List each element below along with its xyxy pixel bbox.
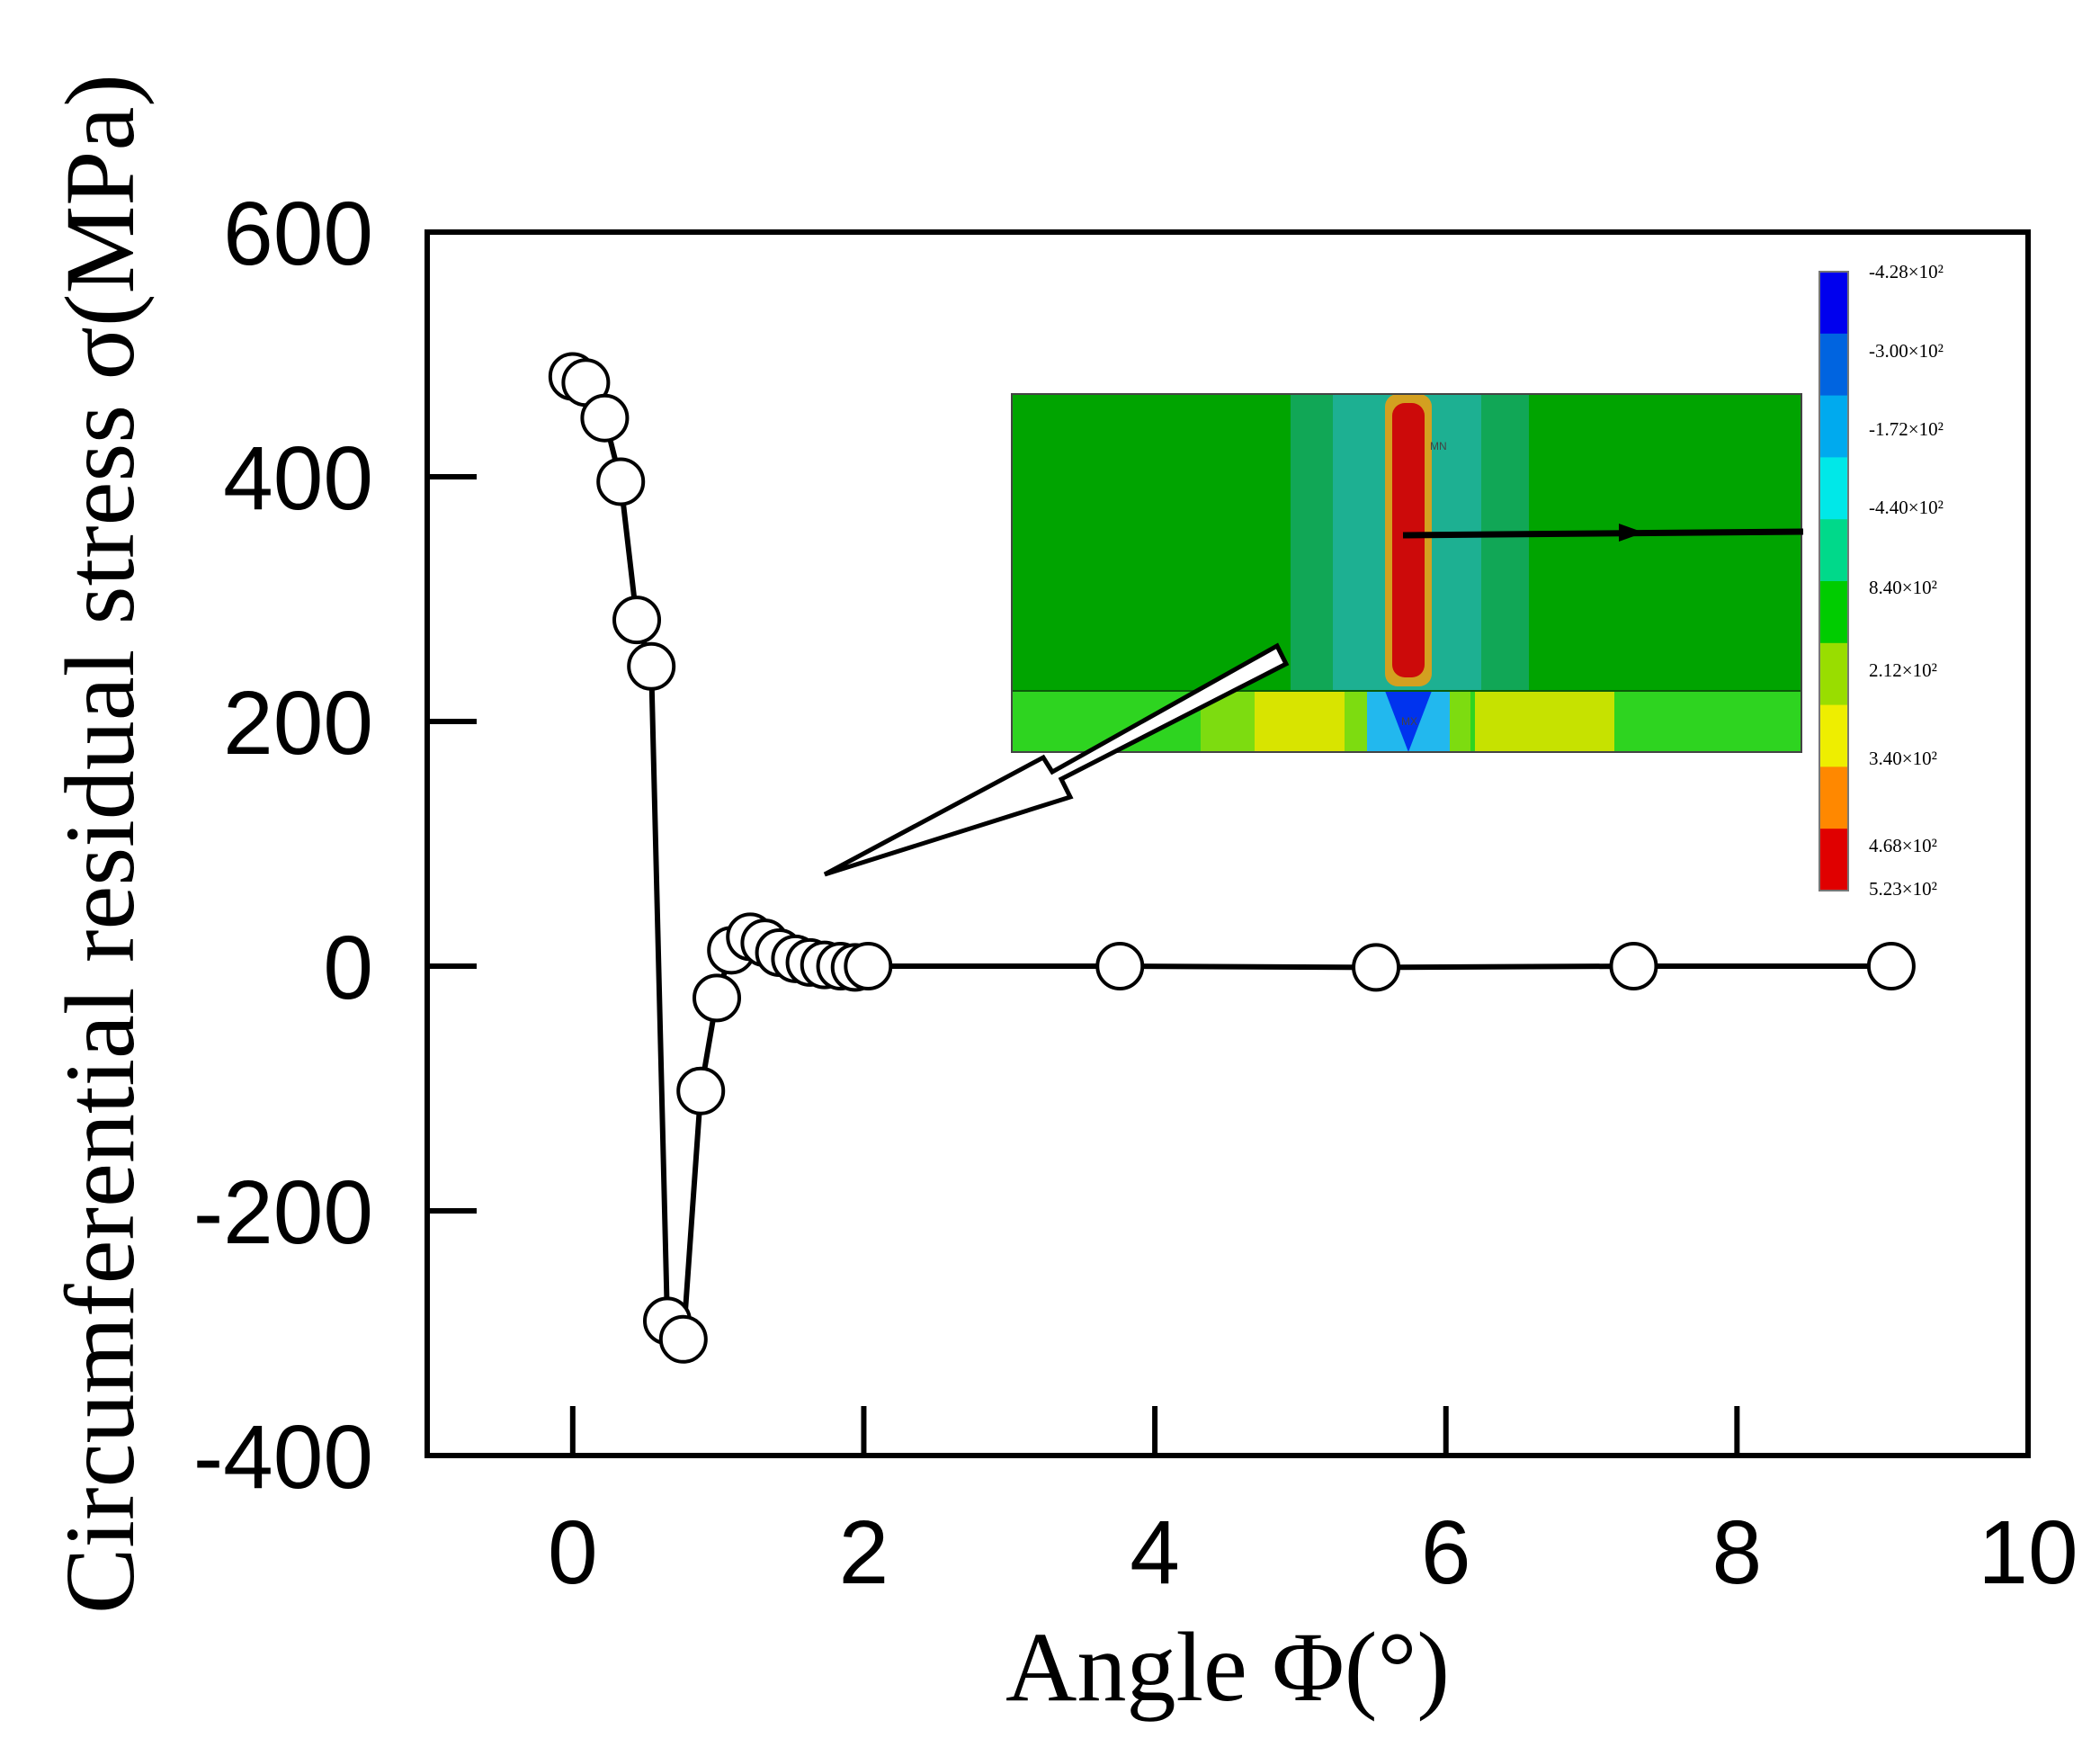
callout-arrow bbox=[823, 642, 1290, 877]
colorbar-segment bbox=[1819, 704, 1848, 767]
colorbar-label: 5.23×10² bbox=[1869, 878, 1937, 900]
data-point bbox=[658, 1314, 708, 1364]
inset-label-mx: MX bbox=[1401, 715, 1417, 728]
inset-contour-plot bbox=[1011, 393, 1804, 753]
x-tick-label: 8 bbox=[1712, 1502, 1763, 1603]
colorbar-segment bbox=[1819, 581, 1848, 644]
x-tick-label: 0 bbox=[548, 1502, 598, 1603]
x-axis-title: Angle Φ(°) bbox=[1005, 1612, 1450, 1722]
x-tick-label: 2 bbox=[839, 1502, 889, 1603]
plot-frame bbox=[424, 229, 2031, 1458]
data-markers bbox=[548, 352, 1916, 1364]
colorbar-label: -3.00×10² bbox=[1869, 340, 1944, 362]
data-point bbox=[693, 973, 742, 1023]
y-tick-label: -400 bbox=[193, 1407, 373, 1508]
colorbar-segment bbox=[1819, 766, 1848, 829]
y-axis-title: Circumferential residual stress σ(MPa) bbox=[45, 74, 155, 1614]
colorbar bbox=[1819, 271, 1849, 891]
axis-ticks bbox=[427, 229, 2031, 1458]
colorbar-label: 2.12×10² bbox=[1869, 659, 1937, 681]
data-point bbox=[596, 457, 646, 506]
data-point bbox=[1352, 943, 1401, 992]
colorbar-segment bbox=[1819, 333, 1848, 397]
colorbar-segment bbox=[1819, 395, 1848, 458]
colorbar-label: 3.40×10² bbox=[1869, 748, 1937, 769]
y-tick-label: 600 bbox=[223, 184, 373, 284]
colorbar-labels: -4.28×10² -3.00×10² -1.72×10² -4.40×10² 8.40… bbox=[1869, 261, 1944, 900]
inset-label-mn: MN bbox=[1430, 440, 1447, 452]
data-point bbox=[627, 641, 676, 691]
colorbar-segment bbox=[1819, 519, 1848, 582]
colorbar-label: -4.28×10² bbox=[1869, 261, 1944, 282]
colorbar-label: -1.72×10² bbox=[1869, 418, 1944, 440]
x-tick-label: 4 bbox=[1130, 1502, 1180, 1603]
data-point bbox=[844, 942, 893, 990]
colorbar-segment bbox=[1819, 457, 1848, 520]
data-point bbox=[612, 596, 662, 645]
data-point bbox=[1609, 942, 1658, 990]
x-tick-label: 10 bbox=[1978, 1502, 2078, 1603]
y-tick-label: 200 bbox=[223, 673, 373, 774]
x-tick-label: 6 bbox=[1421, 1502, 1471, 1603]
tick-labels: 0 2 4 6 8 10 600 400 200 0 -200 -400 bbox=[193, 184, 2078, 1603]
data-point bbox=[676, 1066, 726, 1115]
data-point bbox=[1095, 942, 1145, 990]
colorbar-segment bbox=[1819, 829, 1848, 891]
y-tick-label: 400 bbox=[223, 428, 373, 529]
data-point bbox=[1866, 942, 1916, 990]
colorbar-segment bbox=[1819, 642, 1848, 706]
colorbar-label: 4.68×10² bbox=[1869, 835, 1937, 856]
y-tick-label: -200 bbox=[193, 1162, 373, 1263]
colorbar-border bbox=[1819, 271, 1849, 891]
data-point bbox=[580, 393, 630, 443]
colorbar-label: 8.40×10² bbox=[1869, 577, 1937, 598]
y-tick-label: 0 bbox=[323, 918, 373, 1018]
colorbar-segment bbox=[1819, 272, 1848, 335]
colorbar-label: -4.40×10² bbox=[1869, 497, 1944, 518]
